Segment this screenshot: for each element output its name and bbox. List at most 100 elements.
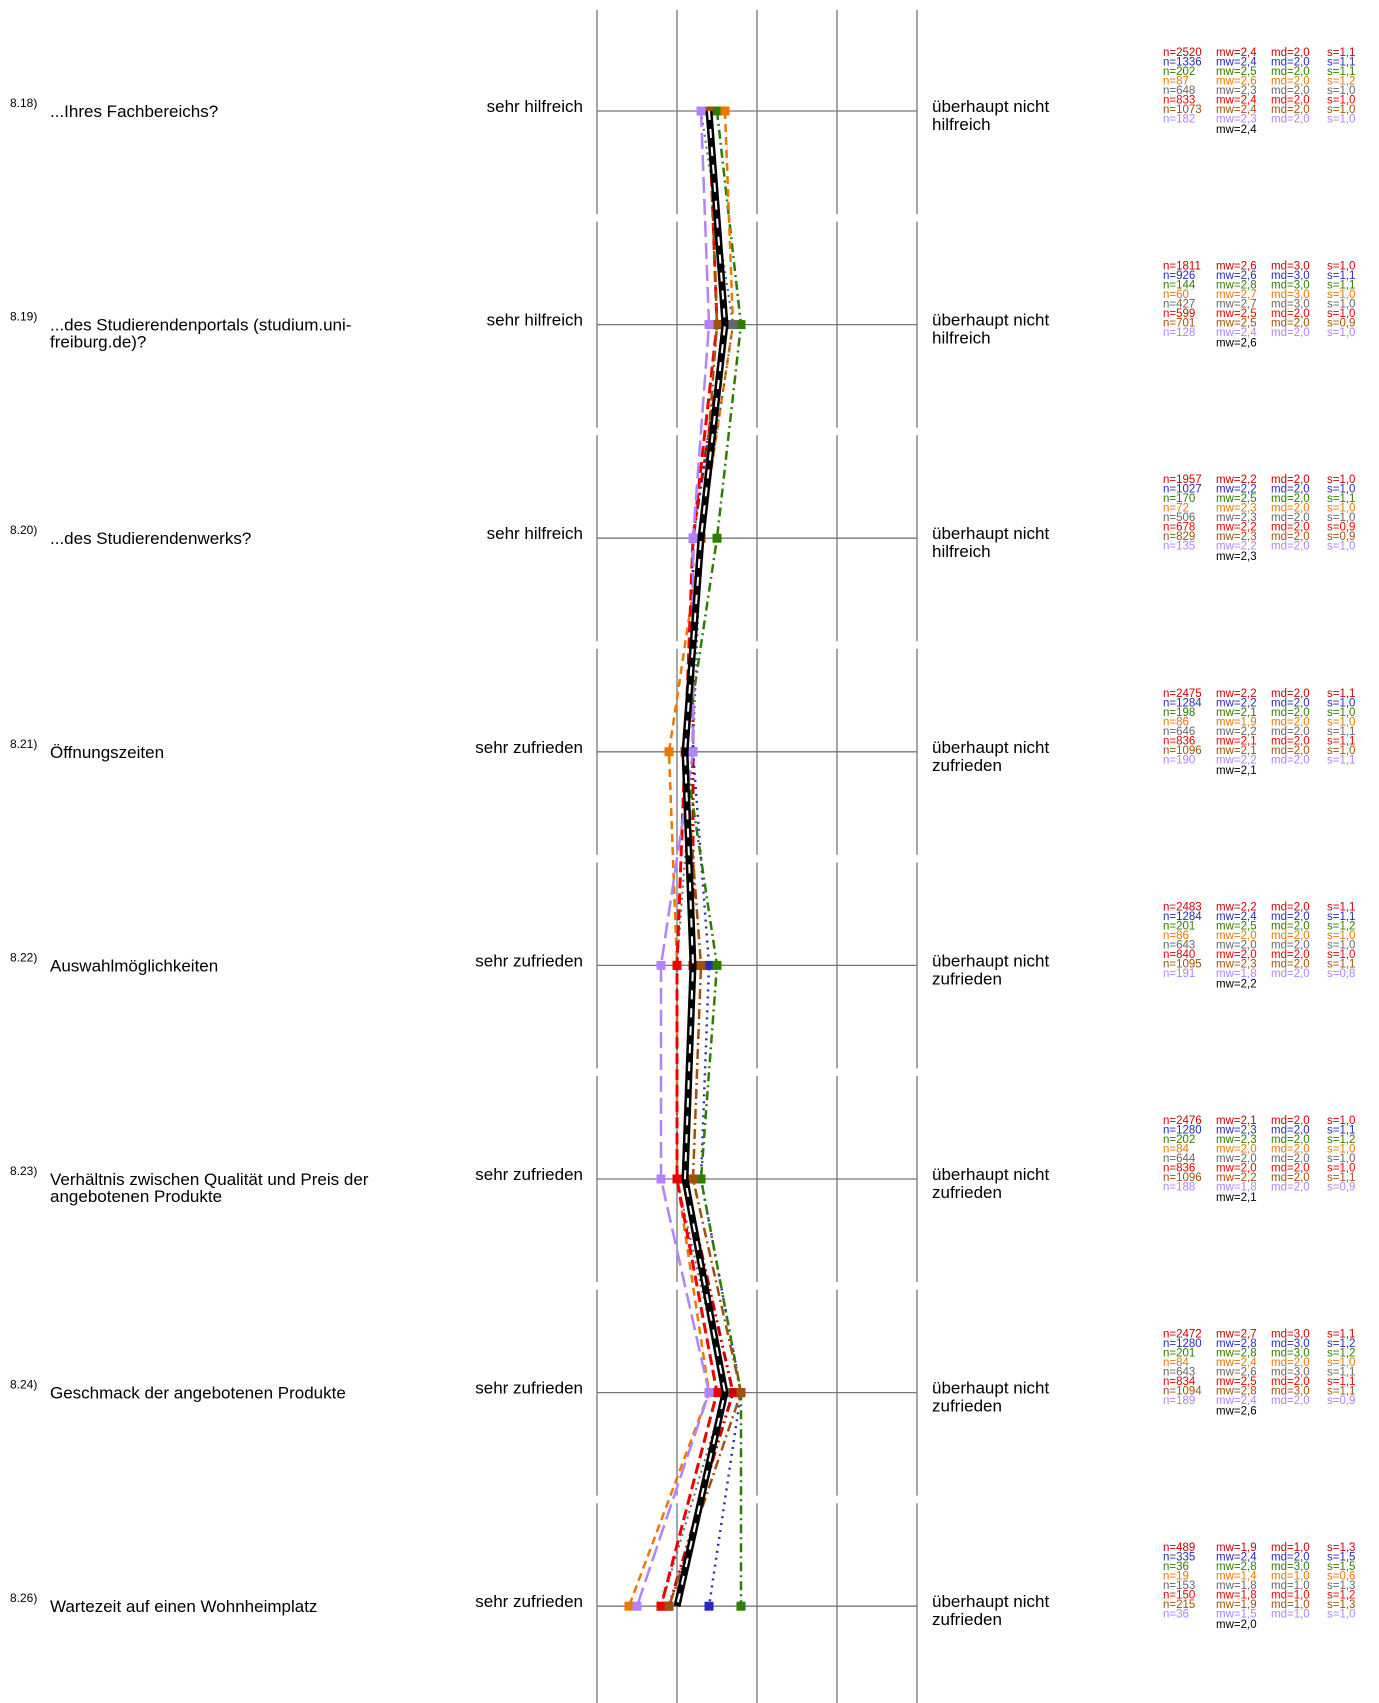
stat-n: n=201 xyxy=(1163,1348,1195,1360)
stat-mean: mw=2,7 xyxy=(1216,299,1257,311)
stat-median: md=2,0 xyxy=(1271,493,1310,505)
stat-mean: mw=2,5 xyxy=(1216,308,1257,320)
series-point-marker xyxy=(720,106,730,116)
series-point-marker xyxy=(672,960,682,970)
stat-mean: mw=2,4 xyxy=(1216,327,1257,339)
stat-sd: s=1,5 xyxy=(1327,1552,1355,1564)
right-pole-label: überhaupt nicht xyxy=(932,1165,1049,1184)
stat-n: n=1027 xyxy=(1163,484,1202,496)
stat-median: md=2,0 xyxy=(1271,114,1310,126)
stat-median: md=2,0 xyxy=(1271,1376,1310,1388)
stat-mean: mw=2,5 xyxy=(1216,318,1257,330)
stat-mean: mw=2,4 xyxy=(1216,104,1257,116)
stat-sd: s=1,1 xyxy=(1327,911,1355,923)
stat-n: n=836 xyxy=(1163,1163,1195,1175)
item-row: 8.22) Auswahlmöglichkeiten sehr zufrieden ü… xyxy=(10,901,1355,990)
stat-mean: mw=2,1 xyxy=(1216,707,1257,719)
stat-sd: s=1,1 xyxy=(1327,726,1355,738)
overall-mean-value: mw=2,2 xyxy=(1216,978,1257,990)
stat-n: n=1957 xyxy=(1163,474,1202,486)
text-labels: 8.18) ...Ihres Fachbereichs? sehr hilfreic… xyxy=(10,47,1355,1631)
stat-median: md=2,0 xyxy=(1271,318,1310,330)
stat-median: md=1,0 xyxy=(1271,1542,1310,1554)
stat-mean: mw=2,6 xyxy=(1216,76,1257,88)
stat-median: md=2,0 xyxy=(1271,958,1310,970)
series-line xyxy=(659,110,719,1607)
stat-median: md=1,0 xyxy=(1271,1609,1310,1621)
stat-sd: s=1,0 xyxy=(1327,1163,1355,1175)
stat-mean: mw=2,3 xyxy=(1216,531,1257,543)
stat-median: md=2,0 xyxy=(1271,1172,1310,1184)
stat-median: md=2,0 xyxy=(1271,735,1310,747)
right-pole-label: überhaupt nicht xyxy=(932,951,1049,970)
stat-mean: mw=1,8 xyxy=(1216,1590,1257,1602)
stat-sd: s=1,1 xyxy=(1327,280,1355,292)
series-point-marker xyxy=(696,960,706,970)
stat-sd: s=1,1 xyxy=(1327,1125,1355,1137)
stat-sd: s=1,1 xyxy=(1327,1329,1355,1341)
series-point-marker xyxy=(656,1601,666,1611)
overall-mean-value: mw=2,6 xyxy=(1216,338,1257,350)
stat-sd: s=1,0 xyxy=(1327,1609,1355,1621)
stat-n: n=135 xyxy=(1163,541,1195,553)
stat-mean: mw=2,2 xyxy=(1216,697,1257,709)
right-pole-label: überhaupt nicht xyxy=(932,1379,1049,1398)
stat-sd: s=1,0 xyxy=(1327,308,1355,320)
stat-mean: mw=2,3 xyxy=(1216,85,1257,97)
series-line xyxy=(635,110,711,1607)
item-number: 8.23) xyxy=(10,1164,37,1178)
series-point-marker xyxy=(704,960,714,970)
stat-median: md=2,0 xyxy=(1271,901,1310,913)
stat-sd: s=0,6 xyxy=(1327,1571,1355,1583)
series-point-marker xyxy=(712,960,722,970)
stat-sd: s=1,1 xyxy=(1327,1172,1355,1184)
series-point-marker xyxy=(736,1388,746,1398)
stat-n: n=201 xyxy=(1163,920,1195,932)
stat-median: md=3,0 xyxy=(1271,1338,1310,1350)
left-pole-label: sehr hilfreich xyxy=(487,97,583,116)
stat-mean: mw=2,3 xyxy=(1216,512,1257,524)
stat-sd: s=1,0 xyxy=(1327,484,1355,496)
item-row: 8.21) Öffnungszeiten sehr zufrieden überhau… xyxy=(10,688,1355,777)
stat-sd: s=1,1 xyxy=(1327,1367,1355,1379)
stat-median: md=1,0 xyxy=(1271,1599,1310,1611)
stat-sd: s=1,2 xyxy=(1327,76,1355,88)
stat-mean: mw=2,0 xyxy=(1216,939,1257,951)
stat-n: n=1073 xyxy=(1163,104,1202,116)
stat-sd: s=1,2 xyxy=(1327,1348,1355,1360)
stat-median: md=2,0 xyxy=(1271,327,1310,339)
stat-median: md=3,0 xyxy=(1271,1329,1310,1341)
stat-sd: s=1,1 xyxy=(1327,1386,1355,1398)
stat-median: md=2,0 xyxy=(1271,76,1310,88)
item-label: ...des Studierendenportals (studium.uni- xyxy=(50,316,351,335)
stat-sd: s=1,3 xyxy=(1327,1542,1355,1554)
right-pole-label: überhaupt nicht xyxy=(932,97,1049,116)
stat-median: md=2,0 xyxy=(1271,688,1310,700)
right-pole-label: zufrieden xyxy=(932,1397,1002,1416)
stat-mean: mw=2,2 xyxy=(1216,901,1257,913)
stat-mean: mw=2,2 xyxy=(1216,541,1257,553)
item-row: 8.20) ...des Studierendenwerks? sehr hilfr… xyxy=(10,474,1355,563)
stat-mean: mw=1,4 xyxy=(1216,1571,1257,1583)
stat-mean: mw=2,6 xyxy=(1216,1367,1257,1379)
stat-mean: mw=2,5 xyxy=(1216,1376,1257,1388)
stat-n: n=128 xyxy=(1163,327,1195,339)
stat-sd: s=1,0 xyxy=(1327,949,1355,961)
stat-sd: s=1,0 xyxy=(1327,1357,1355,1369)
item-number: 8.24) xyxy=(10,1378,37,1392)
stat-median: md=3,0 xyxy=(1271,289,1310,301)
stat-sd: s=1,1 xyxy=(1327,47,1355,59)
stat-n: n=1811 xyxy=(1163,261,1201,273)
left-pole-label: sehr zufrieden xyxy=(475,951,583,970)
stat-median: md=2,0 xyxy=(1271,1182,1310,1194)
stat-mean: mw=2,8 xyxy=(1216,1386,1257,1398)
stat-sd: s=1,1 xyxy=(1327,958,1355,970)
stat-sd: s=1,0 xyxy=(1327,745,1355,757)
series-line xyxy=(683,110,743,1607)
stat-sd: s=1,1 xyxy=(1327,901,1355,913)
stat-mean: mw=2,5 xyxy=(1216,493,1257,505)
stat-n: n=489 xyxy=(1163,1542,1195,1554)
right-pole-label: überhaupt nicht xyxy=(932,311,1049,330)
stat-mean: mw=2,8 xyxy=(1216,1338,1257,1350)
stat-median: md=3,0 xyxy=(1271,1561,1310,1573)
